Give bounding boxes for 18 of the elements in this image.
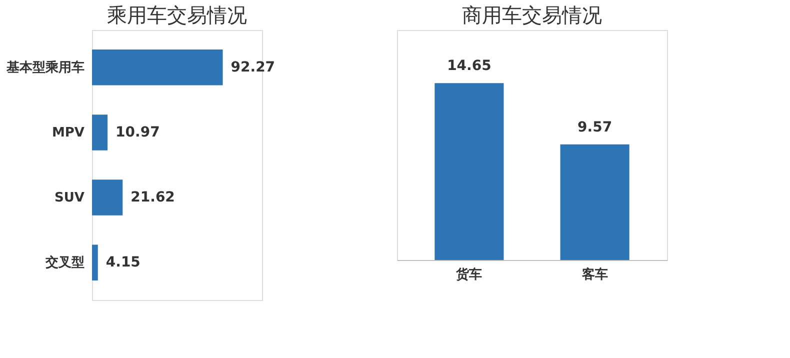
y-tick-label: 交叉型: [44, 254, 84, 271]
chart-title: 乘用车交易情况: [107, 3, 247, 27]
x-tick-label: 客车: [580, 266, 608, 282]
data-label: 92.27: [230, 59, 276, 76]
x-tick-label: 货车: [455, 266, 482, 282]
bar: [92, 114, 108, 150]
data-label: 14.65: [447, 58, 492, 74]
data-label: 21.62: [130, 190, 175, 206]
data-label: 9.57: [578, 119, 612, 136]
y-tick-label: 基本型乘用车: [6, 59, 84, 76]
data-label: 4.15: [106, 254, 140, 271]
bar: [92, 244, 98, 280]
bar: [92, 50, 223, 86]
bar: [92, 180, 123, 216]
data-label: 10.97: [116, 124, 160, 140]
y-tick-label: SUV: [54, 190, 84, 206]
chart-title: 商用车交易情况: [462, 3, 602, 27]
y-tick-label: MPV: [52, 125, 84, 140]
